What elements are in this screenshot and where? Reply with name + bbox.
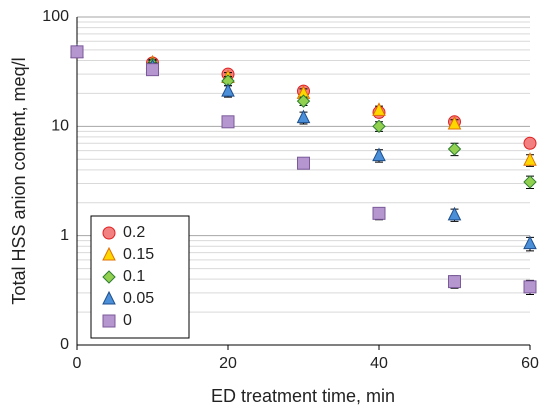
- marker: [70, 45, 84, 59]
- marker: [447, 142, 462, 156]
- x-tick-label: 0: [73, 355, 82, 372]
- marker: [102, 270, 116, 284]
- legend-label: 0.05: [123, 290, 154, 307]
- marker: [523, 235, 537, 250]
- marker: [448, 275, 461, 289]
- x-axis-title: ED treatment time, min: [211, 386, 395, 406]
- marker: [372, 206, 386, 220]
- legend-label: 0.1: [123, 268, 145, 285]
- marker: [523, 175, 537, 189]
- marker: [523, 280, 537, 294]
- marker: [102, 290, 116, 305]
- x-tick-label: 40: [370, 355, 388, 372]
- legend-label: 0.15: [123, 246, 154, 263]
- y-tick-label: 10: [51, 118, 69, 135]
- marker: [146, 63, 159, 77]
- marker: [372, 119, 386, 134]
- marker: [102, 314, 116, 328]
- marker: [221, 82, 235, 97]
- marker: [447, 206, 462, 221]
- marker: [372, 102, 386, 116]
- marker: [102, 246, 116, 261]
- marker: [296, 109, 311, 124]
- y-axis-title: Total HSS anion content, meq/l: [9, 57, 29, 304]
- x-tick-label: 60: [521, 355, 539, 372]
- marker: [523, 152, 537, 166]
- x-tick-label: 20: [219, 355, 237, 372]
- legend-label: 0: [123, 312, 132, 329]
- y-tick-label: 1: [60, 227, 69, 244]
- marker: [297, 156, 310, 170]
- marker: [447, 115, 462, 130]
- marker: [296, 94, 311, 108]
- y-tick-label: 100: [42, 8, 69, 25]
- marker: [372, 147, 386, 162]
- legend-label: 0.2: [123, 224, 145, 241]
- marker: [523, 136, 537, 150]
- marker: [102, 226, 116, 240]
- y-tick-label: 0: [60, 336, 69, 353]
- marker: [221, 115, 235, 129]
